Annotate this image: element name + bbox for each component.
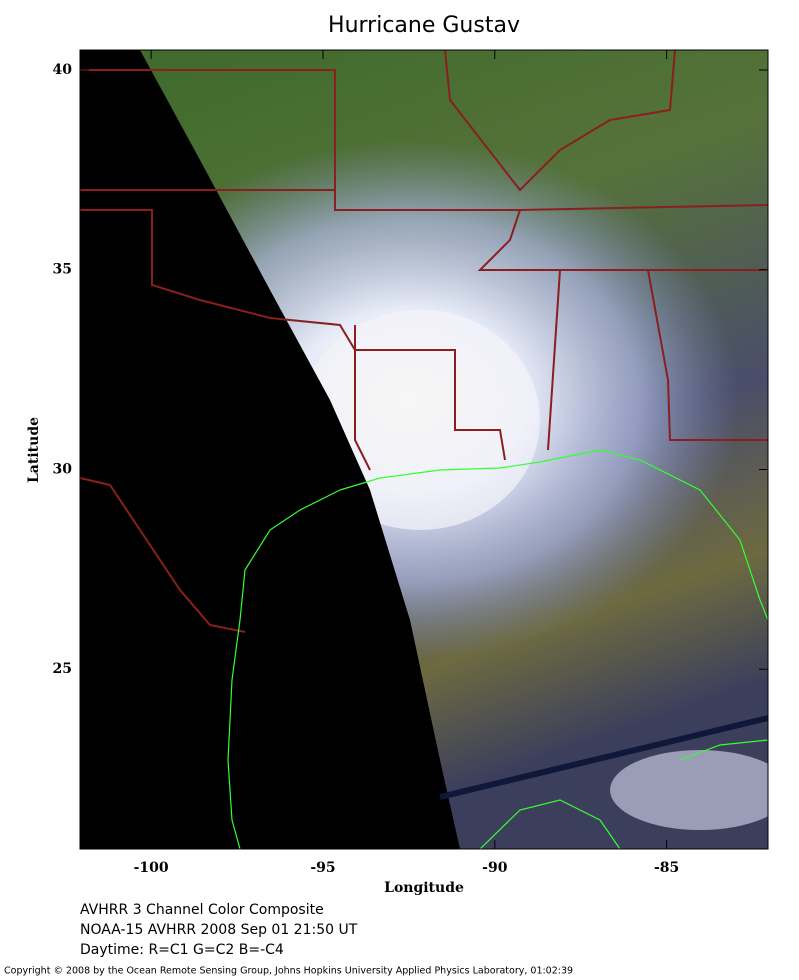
y-tick-label: 25 bbox=[53, 661, 72, 677]
copyright: Copyright © 2008 by the Ocean Remote Sen… bbox=[4, 966, 573, 977]
y-tick-label: 30 bbox=[53, 461, 73, 477]
y-tick-label: 35 bbox=[53, 262, 72, 278]
x-tick-label: -85 bbox=[654, 860, 679, 876]
x-axis-label: Longitude bbox=[384, 880, 464, 896]
title: Hurricane Gustav bbox=[328, 13, 520, 38]
satellite-image bbox=[80, 50, 768, 849]
x-tick-label: -100 bbox=[134, 860, 169, 876]
y-tick-label: 40 bbox=[53, 62, 73, 78]
x-tick-label: -90 bbox=[482, 860, 508, 876]
x-tick-label: -95 bbox=[310, 860, 335, 876]
plot-frame bbox=[79, 49, 769, 850]
caption-line: NOAA-15 AVHRR 2008 Sep 01 21:50 UT bbox=[80, 922, 358, 938]
caption-line: Daytime: R=C1 G=C2 B=-C4 bbox=[80, 942, 284, 958]
y-axis-label: Latitude bbox=[26, 417, 42, 483]
caption-line: AVHRR 3 Channel Color Composite bbox=[80, 902, 324, 918]
